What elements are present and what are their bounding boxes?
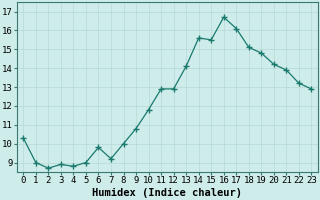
X-axis label: Humidex (Indice chaleur): Humidex (Indice chaleur) [92,188,242,198]
